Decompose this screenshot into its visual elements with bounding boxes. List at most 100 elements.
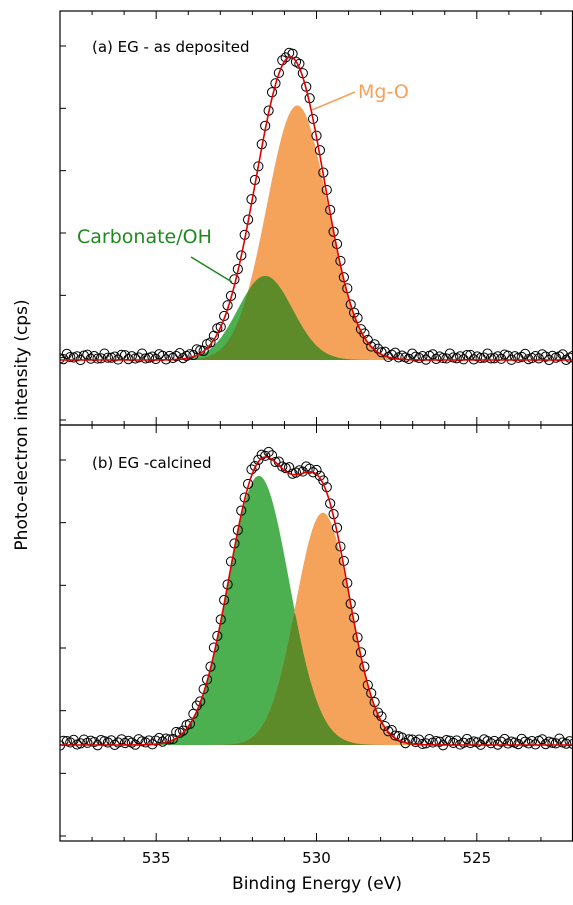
data-point bbox=[284, 462, 295, 473]
data-point bbox=[554, 733, 565, 744]
x-axis-title: Binding Energy (eV) bbox=[232, 874, 402, 894]
data-point bbox=[133, 352, 144, 363]
data-point bbox=[537, 349, 548, 360]
data-point bbox=[140, 353, 151, 364]
overlap-b bbox=[60, 612, 573, 745]
data-point bbox=[554, 351, 565, 362]
data-point bbox=[434, 736, 445, 747]
data-point bbox=[489, 353, 500, 364]
data-point bbox=[526, 352, 538, 364]
data-point bbox=[61, 348, 72, 359]
data-point bbox=[485, 738, 497, 749]
data-point bbox=[195, 696, 206, 707]
data-point bbox=[174, 348, 185, 359]
data-point bbox=[448, 352, 459, 363]
data-point bbox=[516, 733, 527, 744]
data-point bbox=[133, 734, 144, 745]
data-point bbox=[147, 351, 158, 362]
data-point bbox=[523, 738, 534, 749]
panel-b-fit-line bbox=[60, 456, 573, 746]
data-point bbox=[557, 349, 568, 360]
annotation-carbonate: Carbonate/OH bbox=[77, 226, 212, 248]
data-point bbox=[540, 351, 551, 362]
data-point bbox=[260, 450, 271, 461]
panel-a: (a) EG - as deposited Mg-O Carbonate/OH bbox=[59, 10, 573, 426]
data-point bbox=[567, 738, 573, 750]
data-point bbox=[126, 351, 137, 362]
data-point bbox=[72, 351, 83, 362]
data-point bbox=[60, 354, 69, 365]
data-point bbox=[102, 352, 113, 363]
data-point bbox=[290, 467, 302, 478]
panel-a-label: (a) EG - as deposited bbox=[92, 38, 250, 56]
data-point bbox=[304, 463, 315, 474]
panel-b-label: (b) EG -calcined bbox=[92, 454, 212, 472]
x-tick-label: 535 bbox=[142, 849, 171, 867]
data-point bbox=[116, 734, 127, 745]
data-point bbox=[290, 56, 302, 67]
data-point bbox=[561, 738, 572, 749]
data-point bbox=[448, 737, 459, 749]
data-point bbox=[496, 736, 507, 747]
data-point bbox=[82, 737, 93, 748]
data-point bbox=[273, 67, 284, 79]
data-point bbox=[75, 738, 86, 749]
data-point bbox=[85, 353, 96, 364]
component-a-0 bbox=[60, 105, 573, 360]
x-tick-label: 525 bbox=[462, 849, 491, 867]
data-point bbox=[485, 353, 497, 364]
data-point bbox=[567, 350, 573, 361]
data-point bbox=[410, 736, 421, 748]
panel-b-components bbox=[60, 475, 573, 745]
data-point bbox=[236, 250, 247, 261]
data-point bbox=[178, 725, 189, 736]
data-point bbox=[65, 737, 76, 748]
data-point bbox=[123, 354, 134, 365]
data-point bbox=[325, 498, 336, 509]
data-point bbox=[109, 351, 120, 362]
data-point bbox=[301, 461, 312, 472]
data-point bbox=[78, 734, 90, 745]
panel-a-fit-line bbox=[60, 56, 573, 361]
data-point bbox=[390, 730, 401, 741]
data-point bbox=[492, 351, 503, 362]
data-point bbox=[119, 737, 131, 749]
data-point bbox=[513, 739, 524, 750]
data-point bbox=[366, 341, 377, 352]
x-tick-label: 530 bbox=[302, 849, 331, 867]
data-point bbox=[431, 353, 442, 364]
data-point bbox=[270, 78, 281, 89]
data-point bbox=[65, 351, 76, 363]
data-point bbox=[215, 321, 226, 332]
annotation-mg-o-pointer bbox=[311, 91, 356, 111]
data-point bbox=[424, 734, 435, 745]
annotation-carbonate-pointer bbox=[190, 256, 233, 283]
data-point bbox=[167, 733, 178, 745]
data-point bbox=[444, 348, 455, 359]
data-point bbox=[154, 732, 165, 744]
data-point bbox=[540, 739, 551, 750]
data-point bbox=[174, 727, 185, 738]
data-point bbox=[472, 737, 483, 748]
data-point bbox=[533, 353, 544, 364]
data-point bbox=[372, 707, 384, 718]
data-point bbox=[205, 337, 216, 348]
data-point bbox=[89, 736, 100, 748]
data-point bbox=[150, 735, 161, 746]
x-tick-labels: 535 530 525 bbox=[142, 849, 491, 867]
data-point bbox=[516, 351, 527, 363]
panel-a-components bbox=[60, 105, 573, 360]
component-b-1 bbox=[60, 512, 573, 745]
data-point bbox=[126, 737, 137, 748]
data-point bbox=[386, 349, 397, 360]
data-point bbox=[92, 353, 103, 364]
data-point bbox=[184, 718, 196, 729]
data-point bbox=[198, 345, 209, 356]
y-axis-title: Photo-electron intensity (cps) bbox=[12, 299, 32, 550]
data-point bbox=[102, 737, 113, 748]
data-point bbox=[249, 461, 261, 472]
data-point bbox=[113, 737, 124, 748]
data-point bbox=[455, 351, 466, 362]
panel-b: (b) EG -calcined bbox=[59, 424, 573, 842]
